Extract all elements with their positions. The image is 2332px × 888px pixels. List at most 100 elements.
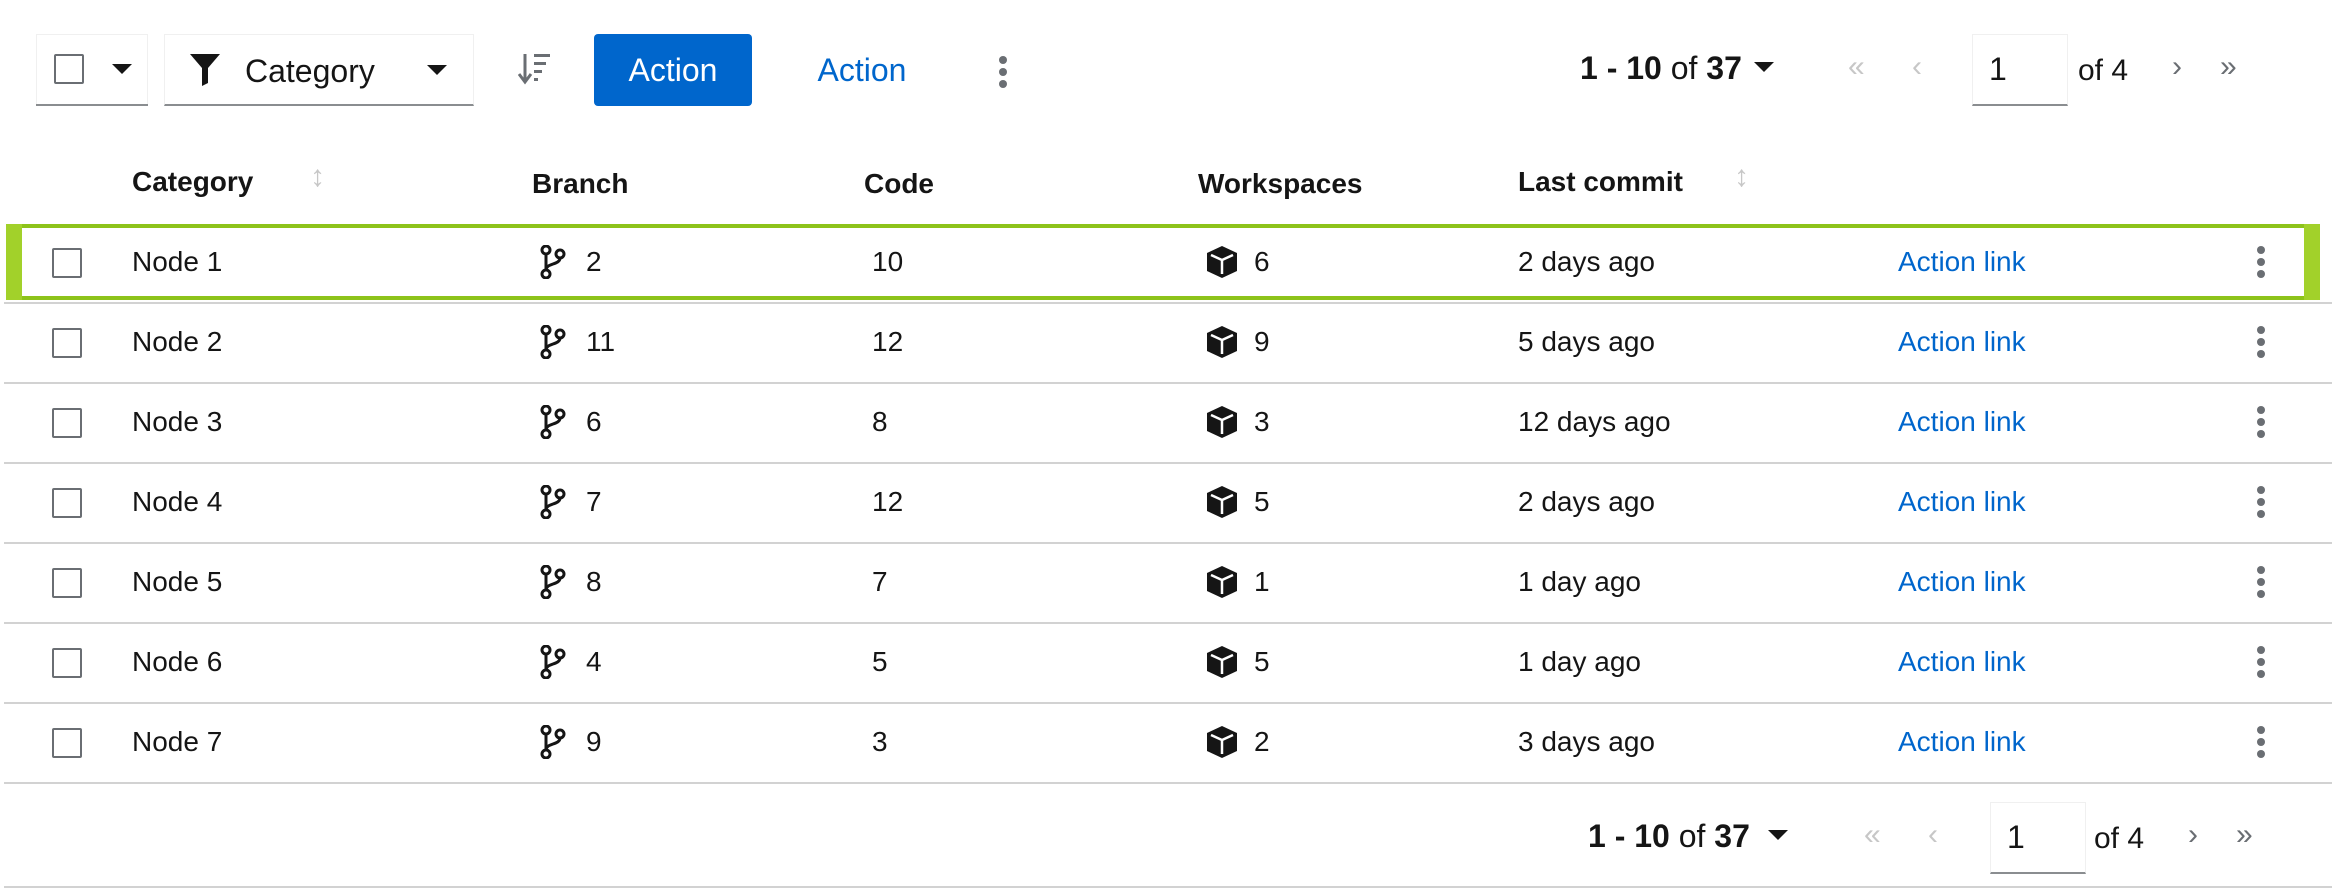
column-header-last-commit[interactable]: Last commit bbox=[1518, 166, 1683, 197]
row-code: 12 bbox=[872, 326, 904, 357]
row-checkbox[interactable] bbox=[52, 248, 82, 278]
chevron-down-icon[interactable] bbox=[1768, 830, 1788, 840]
kebab-icon[interactable] bbox=[2257, 726, 2265, 762]
row-branches: 7 bbox=[586, 486, 602, 517]
row-action-link[interactable]: Action link bbox=[1898, 246, 2026, 277]
row-branches: 8 bbox=[586, 566, 602, 597]
page-input[interactable]: 1 bbox=[1990, 802, 2086, 874]
row-divider bbox=[4, 382, 2332, 384]
range-of: of bbox=[1678, 818, 1706, 854]
sort-icon[interactable] bbox=[518, 52, 552, 86]
row-name: Node 4 bbox=[132, 486, 223, 517]
column-header-branch: Branch bbox=[532, 168, 629, 199]
kebab-icon[interactable] bbox=[2257, 406, 2265, 442]
code-branch-icon bbox=[540, 404, 566, 444]
code-branch-icon bbox=[540, 324, 566, 364]
row-divider bbox=[4, 462, 2332, 464]
pagination-range-toggle[interactable]: 1 - 10 of 37 bbox=[1588, 818, 1750, 855]
row-divider bbox=[4, 302, 2332, 304]
primary-action-button[interactable]: Action bbox=[594, 34, 752, 106]
row-code: 10 bbox=[872, 246, 904, 277]
row-checkbox[interactable] bbox=[52, 328, 82, 358]
row-checkbox[interactable] bbox=[52, 568, 82, 598]
row-workspaces: 1 bbox=[1254, 566, 1270, 597]
row-action-link[interactable]: Action link bbox=[1898, 486, 2026, 517]
row-name: Node 1 bbox=[132, 246, 223, 277]
kebab-icon[interactable] bbox=[999, 56, 1007, 92]
angle-double-right-icon[interactable]: » bbox=[2236, 818, 2253, 851]
kebab-icon[interactable] bbox=[2257, 486, 2265, 522]
angle-double-right-icon[interactable]: » bbox=[2220, 50, 2237, 83]
row-code: 8 bbox=[872, 406, 888, 437]
row-workspaces: 6 bbox=[1254, 246, 1270, 277]
row-last-commit: 1 day ago bbox=[1518, 566, 1641, 597]
sort-icon[interactable]: ↕ bbox=[1734, 160, 1749, 193]
code-branch-icon bbox=[540, 724, 566, 764]
row-workspaces: 3 bbox=[1254, 406, 1270, 437]
row-name: Node 5 bbox=[132, 566, 223, 597]
angle-double-left-icon[interactable]: « bbox=[1864, 818, 1881, 851]
angle-right-icon[interactable]: › bbox=[2188, 818, 2198, 851]
column-header-category[interactable]: Category bbox=[132, 166, 254, 197]
row-branches: 9 bbox=[586, 726, 602, 757]
kebab-icon[interactable] bbox=[2257, 246, 2265, 282]
cube-icon bbox=[1204, 324, 1240, 365]
row-branches: 6 bbox=[586, 406, 602, 437]
row-action-link[interactable]: Action link bbox=[1898, 566, 2026, 597]
code-branch-icon bbox=[540, 244, 566, 284]
row-checkbox[interactable] bbox=[52, 488, 82, 518]
filter-label: Category bbox=[245, 53, 375, 89]
chevron-down-icon[interactable] bbox=[1754, 62, 1774, 72]
row-highlight-right bbox=[2304, 224, 2320, 300]
row-action-link[interactable]: Action link bbox=[1898, 726, 2026, 757]
chevron-down-icon[interactable] bbox=[427, 65, 447, 75]
code-branch-icon bbox=[540, 564, 566, 604]
row-divider bbox=[4, 622, 2332, 624]
page-input[interactable]: 1 bbox=[1972, 34, 2068, 106]
row-workspaces: 5 bbox=[1254, 486, 1270, 517]
row-workspaces: 5 bbox=[1254, 646, 1270, 677]
row-last-commit: 12 days ago bbox=[1518, 406, 1671, 437]
row-action-link[interactable]: Action link bbox=[1898, 406, 2026, 437]
row-checkbox[interactable] bbox=[52, 728, 82, 758]
page-total: of 4 bbox=[2078, 54, 2129, 87]
row-code: 12 bbox=[872, 486, 904, 517]
kebab-icon[interactable] bbox=[2257, 646, 2265, 682]
row-action-link[interactable]: Action link bbox=[1898, 646, 2026, 677]
row-action-link[interactable]: Action link bbox=[1898, 326, 2026, 357]
range-of: of bbox=[1670, 50, 1698, 86]
cube-icon bbox=[1204, 644, 1240, 685]
row-highlight-left bbox=[6, 224, 22, 300]
row-name: Node 6 bbox=[132, 646, 223, 677]
filter-icon bbox=[190, 54, 220, 86]
range-total: 37 bbox=[1714, 818, 1750, 854]
row-branches: 11 bbox=[586, 326, 616, 357]
row-name: Node 3 bbox=[132, 406, 223, 437]
bulk-select-checkbox[interactable] bbox=[54, 54, 84, 84]
cube-icon bbox=[1204, 484, 1240, 525]
bulk-select[interactable] bbox=[36, 34, 148, 106]
kebab-icon[interactable] bbox=[2257, 326, 2265, 362]
code-branch-icon bbox=[540, 484, 566, 524]
row-checkbox[interactable] bbox=[52, 648, 82, 678]
kebab-icon[interactable] bbox=[2257, 566, 2265, 602]
row-checkbox[interactable] bbox=[52, 408, 82, 438]
row-branches: 2 bbox=[586, 246, 602, 277]
sort-icon[interactable]: ↕ bbox=[310, 160, 325, 193]
bottom-border bbox=[4, 886, 2332, 888]
range-label: 1 - 10 bbox=[1588, 818, 1670, 854]
angle-double-left-icon[interactable]: « bbox=[1848, 50, 1865, 83]
range-total: 37 bbox=[1706, 50, 1742, 86]
category-filter-dropdown[interactable]: Category bbox=[164, 34, 474, 106]
angle-right-icon[interactable]: › bbox=[2172, 50, 2182, 83]
row-divider bbox=[4, 702, 2332, 704]
cube-icon bbox=[1204, 404, 1240, 445]
row-code: 3 bbox=[872, 726, 888, 757]
cube-icon bbox=[1204, 724, 1240, 765]
range-label: 1 - 10 bbox=[1580, 50, 1662, 86]
secondary-action-button[interactable]: Action bbox=[817, 51, 907, 88]
pagination-range-toggle[interactable]: 1 - 10 of 37 bbox=[1580, 50, 1742, 87]
angle-left-icon[interactable]: ‹ bbox=[1912, 50, 1922, 83]
angle-left-icon[interactable]: ‹ bbox=[1928, 818, 1938, 851]
chevron-down-icon[interactable] bbox=[112, 64, 132, 74]
